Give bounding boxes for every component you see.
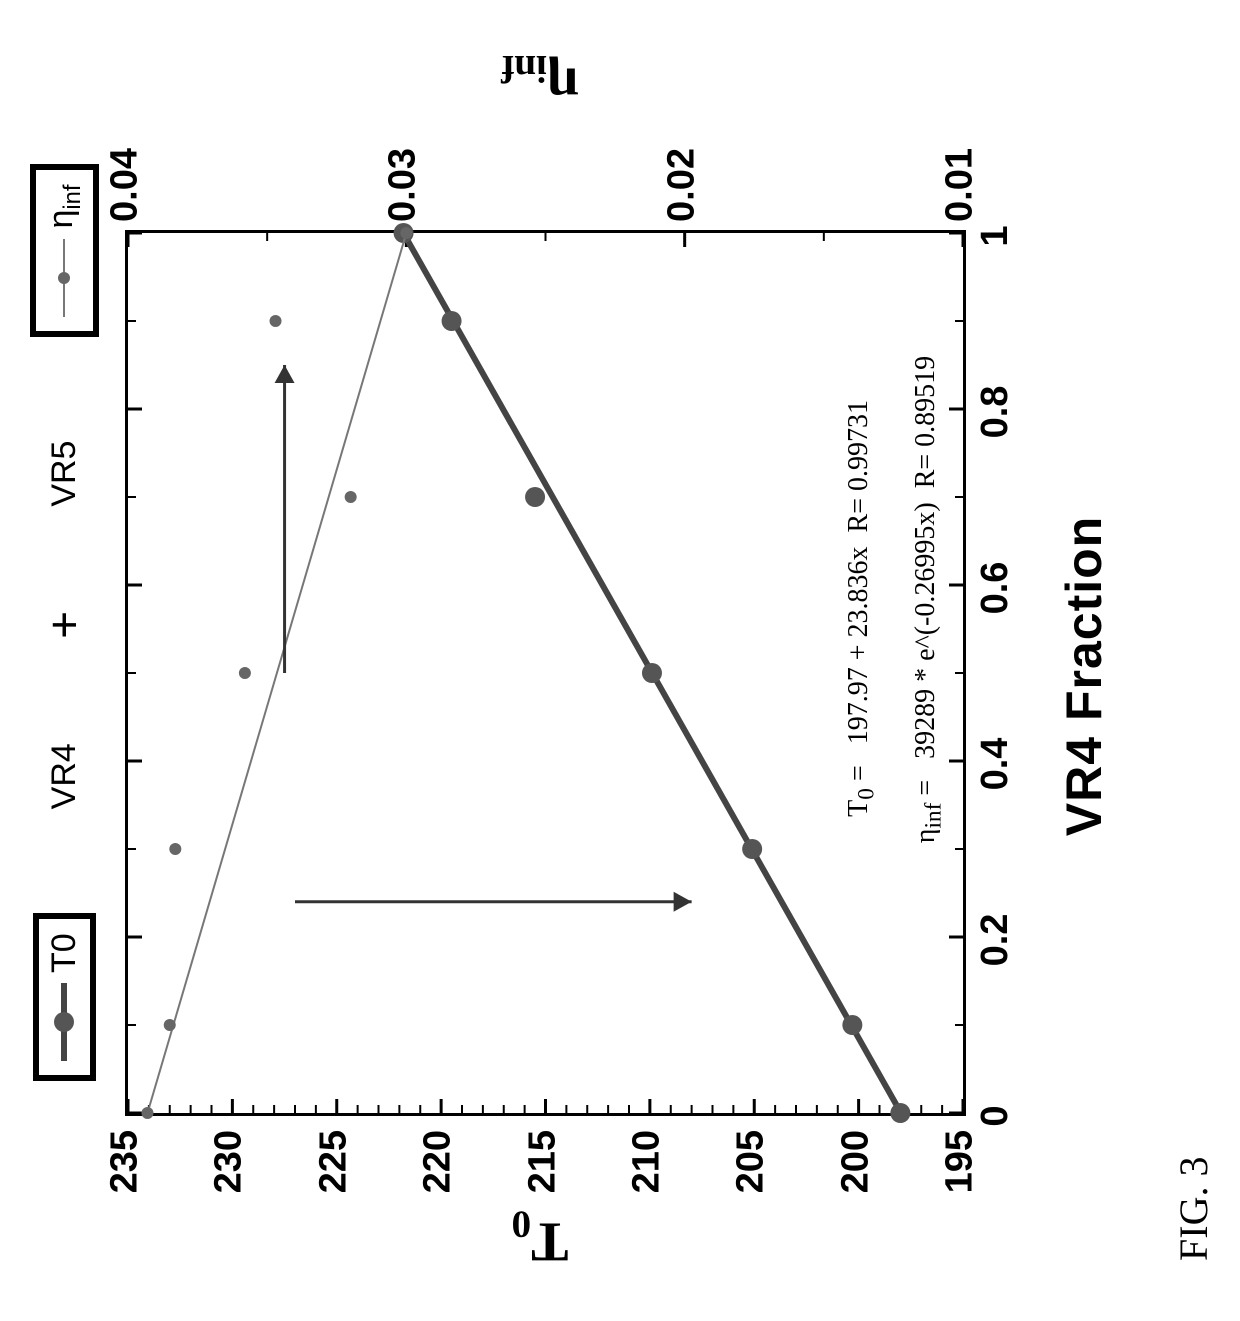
legend-item-vr5: VR5 bbox=[39, 427, 90, 521]
y-left-tick-label: 235 bbox=[104, 1130, 147, 1193]
plot-area bbox=[125, 230, 966, 1116]
legend-item-t0: T0 bbox=[33, 913, 96, 1081]
y-right-tick-label: 0.02 bbox=[660, 148, 703, 222]
x-axis-title: VR4 Fraction bbox=[1055, 516, 1113, 836]
legend-item-eta: ηinf bbox=[30, 164, 99, 336]
y-right-tick-label: 0.04 bbox=[104, 148, 147, 222]
y-left-title: T0 bbox=[512, 1201, 569, 1273]
legend-label-vr4: VR4 bbox=[45, 743, 84, 809]
x-tick-label: 0.6 bbox=[974, 562, 1017, 615]
x-tick-label: 0.2 bbox=[974, 914, 1017, 967]
x-tick-label: 0.8 bbox=[974, 386, 1017, 439]
y-left-tick-label: 205 bbox=[730, 1130, 773, 1193]
y-right-tick-label: 0.01 bbox=[939, 148, 982, 222]
y-left-tick-label: 210 bbox=[625, 1130, 668, 1193]
y-left-tick-label: 200 bbox=[834, 1130, 877, 1193]
y-left-tick-label: 220 bbox=[417, 1130, 460, 1193]
y-right-title: ηinf bbox=[501, 46, 579, 118]
equation-text: T0 = 197.97 + 23.836x R= 0.99731 bbox=[843, 400, 881, 817]
x-tick-label: 1 bbox=[974, 225, 1017, 246]
x-tick-label: 0.4 bbox=[974, 738, 1017, 791]
legend-label-vr5: VR5 bbox=[45, 441, 84, 507]
legend-label-eta: ηinf bbox=[42, 184, 87, 228]
legend-label-t0: T0 bbox=[45, 933, 84, 973]
y-left-tick-label: 225 bbox=[312, 1130, 355, 1193]
plus-icon: + bbox=[35, 611, 93, 640]
y-left-tick-label: 230 bbox=[208, 1130, 251, 1193]
y-left-tick-label: 215 bbox=[521, 1130, 564, 1193]
figure-label: FIG. 3 bbox=[1170, 1157, 1217, 1261]
x-tick-label: 0 bbox=[974, 1105, 1017, 1126]
equation-text: ηinf = 39289 * e^(-0.26995x) R= 0.89519 bbox=[910, 356, 948, 843]
y-left-tick-label: 195 bbox=[939, 1130, 982, 1193]
legend-item-vr4: VR4 bbox=[39, 729, 90, 823]
y-right-tick-label: 0.03 bbox=[382, 148, 425, 222]
legend: T0 VR4 + VR5 ηinf bbox=[30, 164, 99, 1081]
